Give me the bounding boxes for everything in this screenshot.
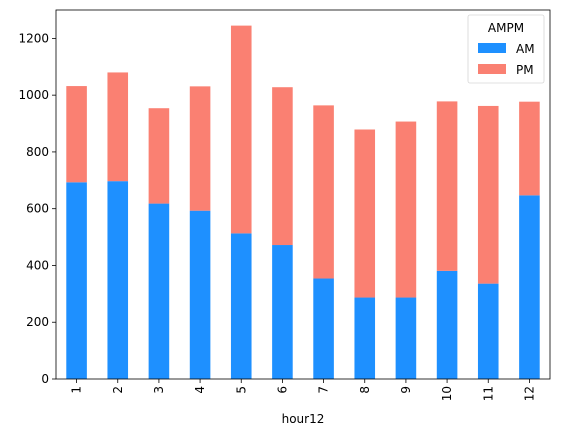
x-axis: 1 2 3 4 5 6 7 8 9 10 11 12: [70, 379, 536, 401]
bar-am-9: [395, 297, 417, 379]
x-tick-label-2: 2: [111, 386, 125, 394]
plot-frame: [55, 9, 551, 380]
x-tick-label-10: 10: [440, 386, 454, 401]
bar-am-5: [230, 233, 252, 379]
bar-pm-2: [107, 72, 129, 182]
bar-am-2: [107, 181, 129, 379]
bar-pm-1: [66, 86, 87, 183]
bar-pm-3: [148, 108, 170, 204]
bar-pm-10: [436, 101, 458, 271]
bar-pm-7: [313, 105, 334, 279]
bar-am-11: [477, 283, 499, 379]
bar-am-8: [354, 297, 376, 379]
bar-am-6: [272, 245, 293, 379]
x-tick-label-12: 12: [522, 386, 536, 401]
bar-am-10: [436, 270, 458, 379]
bar-pm-8: [354, 129, 376, 298]
y-axis: 0 200 400 600 800 1000 1200: [18, 31, 56, 386]
bar-am-7: [313, 278, 334, 379]
bar-pm-6: [272, 87, 293, 246]
bar-pm-4: [189, 86, 211, 211]
x-tick-label-3: 3: [152, 386, 166, 394]
bar-am-1: [66, 182, 87, 379]
x-tick-label-7: 7: [317, 386, 331, 394]
bar-pm-12: [519, 101, 540, 196]
legend-label-am: AM: [516, 42, 535, 56]
y-tick-label-600: 600: [26, 202, 49, 216]
y-tick-label-1000: 1000: [18, 88, 49, 102]
x-tick-label-4: 4: [193, 386, 207, 394]
legend-title: AMPM: [488, 21, 524, 35]
bar-am-4: [189, 210, 211, 379]
x-tick-label-6: 6: [275, 386, 289, 394]
x-tick-label-8: 8: [358, 386, 372, 394]
legend: AMPM AMPM: [467, 14, 545, 84]
bars-layer: [66, 25, 540, 379]
bar-am-12: [519, 195, 540, 379]
x-tick-label-1: 1: [70, 386, 84, 394]
y-tick-label-0: 0: [41, 372, 49, 386]
x-tick-label-9: 9: [399, 386, 413, 394]
bar-pm-5: [230, 25, 252, 234]
y-tick-label-400: 400: [26, 258, 49, 272]
y-tick-label-1200: 1200: [18, 31, 49, 45]
y-tick-label-200: 200: [26, 315, 49, 329]
bar-pm-11: [477, 105, 499, 284]
y-tick-label-800: 800: [26, 145, 49, 159]
x-tick-label-11: 11: [481, 386, 495, 401]
x-axis-label: hour12: [282, 412, 325, 426]
x-tick-label-5: 5: [234, 386, 248, 394]
legend-label-pm: PM: [516, 63, 534, 77]
legend-swatch-am: [478, 43, 506, 53]
legend-swatch-pm: [478, 64, 506, 74]
bar-am-3: [148, 203, 170, 379]
bar-pm-9: [395, 121, 417, 298]
